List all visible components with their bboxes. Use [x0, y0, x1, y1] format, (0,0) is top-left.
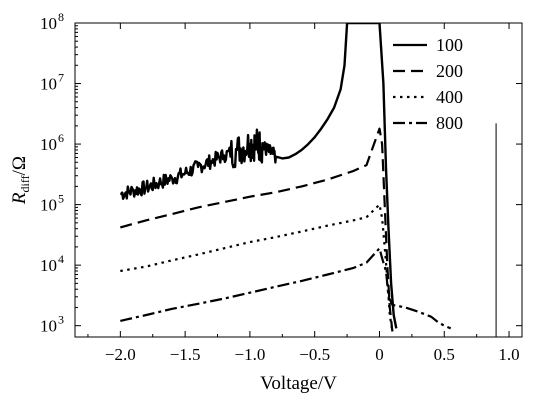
y-tick-label-exponent: 3	[58, 313, 64, 327]
y-tick-label-base: 10	[40, 135, 57, 154]
y-tick-label: 10	[40, 317, 57, 336]
y-tick-label-base: 10	[40, 256, 57, 275]
x-axis-title: Voltage/V	[260, 373, 337, 394]
y-tick-label-exponent: 8	[58, 10, 64, 24]
x-tick-label: −1.0	[234, 345, 265, 364]
legend-label-400: 400	[436, 87, 463, 107]
y-tick-label: 10	[40, 256, 57, 275]
y-tick-label-exponent: 7	[58, 71, 64, 85]
x-tick-label: 1.0	[498, 345, 519, 364]
y-tick-label-base: 10	[40, 317, 57, 336]
legend: 100 200 400 800	[393, 35, 463, 133]
x-tick-label: −2.0	[105, 345, 136, 364]
y-axis-title-unit: /Ω	[9, 156, 30, 175]
series-line-200	[120, 127, 394, 332]
y-tick-label: 10	[40, 196, 57, 215]
y-tick-label: 10	[40, 75, 57, 94]
y-axis-title-sub: diff	[18, 175, 32, 192]
series-line-800	[120, 247, 452, 330]
y-tick-label-exponent: 6	[58, 131, 64, 145]
y-tick-label-base: 10	[40, 75, 57, 94]
series-layer	[120, 23, 452, 332]
legend-label-800: 800	[436, 113, 463, 133]
y-axis-title-main: R	[9, 192, 30, 205]
y-tick-label-exponent: 4	[58, 252, 64, 266]
x-tick-label: 0	[375, 345, 384, 364]
y-tick-label: 10	[40, 14, 57, 33]
x-tick-label: 0.5	[434, 345, 455, 364]
y-tick-label-exponent: 5	[58, 192, 64, 206]
y-tick-label: 10	[40, 135, 57, 154]
x-tick-label: −1.5	[170, 345, 201, 364]
y-tick-label-base: 10	[40, 196, 57, 215]
legend-label-200: 200	[436, 61, 463, 81]
series-line-400	[120, 203, 394, 332]
axes-frame	[74, 22, 523, 338]
series-line-100	[120, 23, 398, 329]
y-tick-label-base: 10	[40, 14, 57, 33]
y-axis-title: Rdiff/Ω	[9, 156, 32, 205]
x-tick-label: −0.5	[299, 345, 330, 364]
legend-label-100: 100	[436, 35, 463, 55]
